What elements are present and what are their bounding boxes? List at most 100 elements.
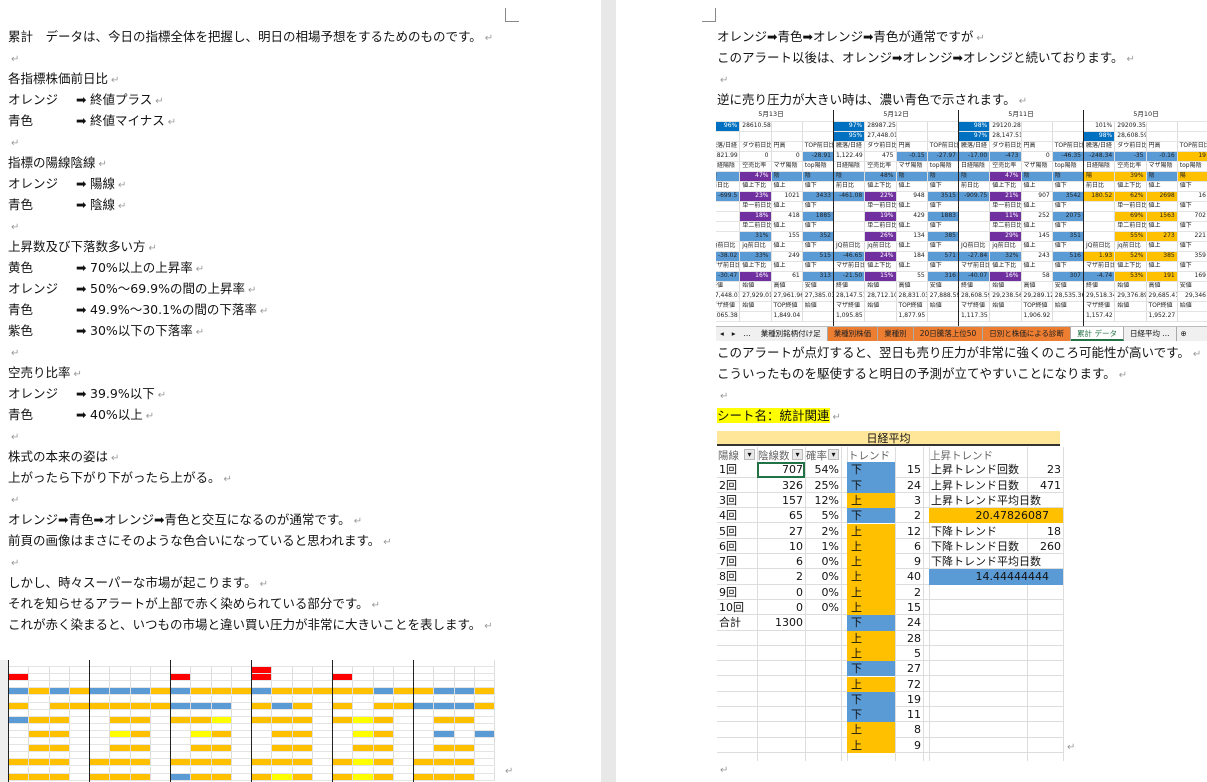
line-text: このアラートが点灯すると、翌日も売り圧力が非常に強くのころ可能性が高いです。 bbox=[717, 345, 1190, 360]
sheet-cell bbox=[231, 667, 252, 675]
sheet-cell: 日経陽陰 bbox=[716, 162, 741, 172]
sheet-cell bbox=[171, 688, 192, 696]
sheet-cell bbox=[29, 695, 50, 703]
paragraph-mark: ↵ bbox=[1192, 349, 1202, 360]
sheet-cell bbox=[373, 738, 394, 746]
table-cell: 54% bbox=[814, 463, 839, 477]
text-line: 逆に売り圧力が大きい時は、濃い青色で示されます。 ↵ bbox=[717, 89, 1135, 110]
sheet-cell: 249 bbox=[771, 252, 803, 262]
sheet-date-block: 5月12日 97% 28987.25 95% 27,448.01 騰落/日経 ダウ前日比 円高… bbox=[833, 110, 959, 326]
sheet-cell: 69% bbox=[1115, 212, 1147, 222]
trend-cell: 上 bbox=[847, 722, 895, 738]
page-corner-mark bbox=[505, 8, 519, 22]
sheet-cell: -0.16 bbox=[1146, 152, 1178, 162]
sheet-tab[interactable]: 業種別 bbox=[878, 327, 914, 341]
sheet-cell: 騰落/日経 bbox=[959, 142, 991, 152]
table-cell: 5% bbox=[821, 509, 839, 523]
sheet-cell bbox=[393, 702, 414, 710]
sheet-cell: JQ前日比 bbox=[959, 242, 991, 252]
arrow-icon: ➡ bbox=[76, 386, 87, 401]
sheet-tab[interactable]: ◂ bbox=[720, 329, 724, 338]
sheet-cell bbox=[802, 312, 834, 322]
sheet-tab[interactable]: 日経平均 ... bbox=[1124, 327, 1177, 341]
sheet-cell bbox=[29, 702, 50, 710]
line-value: 終値プラス ↵ bbox=[90, 92, 164, 107]
filter-dropdown-icon[interactable]: ▾ bbox=[744, 449, 755, 460]
sheet-cell bbox=[130, 702, 151, 710]
sheet-cell: 値上 bbox=[771, 262, 803, 272]
table-cell bbox=[1065, 508, 1101, 523]
sheet-cell bbox=[9, 695, 30, 703]
sheet-tab[interactable]: 20日騰落上位50 bbox=[913, 327, 984, 341]
sheet-cell bbox=[29, 752, 50, 760]
sheet-cell bbox=[434, 674, 455, 682]
column-header: 上昇トレンド bbox=[930, 450, 993, 462]
line-text: オレンジ➡青色➡オレンジ➡青色と交互になるのが通常です。 bbox=[8, 512, 351, 527]
sheet-cell bbox=[211, 681, 232, 689]
filter-dropdown-icon[interactable]: ▾ bbox=[792, 449, 803, 460]
sheet-cell bbox=[150, 766, 171, 774]
sheet-cell: 値上 bbox=[896, 242, 928, 252]
sheet-cell: 前日比 bbox=[716, 182, 741, 192]
sheet-cell bbox=[272, 688, 293, 696]
trend-cell: 上 bbox=[847, 630, 895, 646]
sheet-cell: jq前日比 bbox=[865, 242, 897, 252]
sheet-cell bbox=[191, 738, 212, 746]
paragraph-mark: ↵ bbox=[111, 453, 120, 464]
sheet-date-block bbox=[89, 660, 171, 782]
table-cell: 1300 bbox=[775, 616, 803, 630]
sheet-cell: 252 bbox=[1021, 212, 1053, 222]
sheet-cell bbox=[69, 723, 90, 731]
sheet-cell bbox=[393, 667, 414, 675]
sheet-tab[interactable]: ▸ bbox=[731, 329, 736, 338]
sheet-cell: 安値 bbox=[1177, 282, 1207, 292]
sheet-cell: 48% bbox=[865, 172, 897, 182]
sheet-cell: 陰 bbox=[1146, 172, 1178, 182]
table-cell: 合計 bbox=[719, 616, 741, 630]
sheet-cell bbox=[959, 212, 991, 222]
paragraph-mark: ↵ bbox=[118, 180, 127, 191]
sheet-cell bbox=[9, 738, 30, 746]
sheet-cell bbox=[312, 745, 333, 753]
sheet-tab[interactable]: ... bbox=[743, 329, 751, 338]
sheet-cell bbox=[231, 702, 252, 710]
sheet-cell bbox=[110, 674, 131, 682]
sheet-cell bbox=[272, 723, 293, 731]
sheet-cell bbox=[130, 759, 151, 767]
sheet-cell: 値上 bbox=[896, 182, 928, 192]
sheet-cell: 終値 bbox=[834, 282, 866, 292]
sheet-tab[interactable]: 業種別株価 bbox=[827, 327, 879, 341]
sheet-tab[interactable]: 日別と株価による診断 bbox=[983, 327, 1072, 341]
table-cell: 2回 bbox=[719, 478, 737, 492]
sheet-tab[interactable]: ⊕ bbox=[1180, 329, 1187, 338]
sheet-cell bbox=[373, 674, 394, 682]
sheet-cell bbox=[434, 688, 455, 696]
sheet-cell bbox=[393, 716, 414, 724]
sheet-cell bbox=[150, 738, 171, 746]
sheet-cell: 28,535.36 bbox=[1052, 292, 1084, 302]
sheet-cell: 終値 bbox=[716, 282, 741, 292]
sheet-cell bbox=[292, 738, 313, 746]
sheet-cell bbox=[150, 752, 171, 760]
sheet-cell: 1,906.92 bbox=[1021, 312, 1053, 322]
sheet-cell: マザ陽陰 bbox=[771, 162, 803, 172]
sheet-cell bbox=[150, 667, 171, 675]
column-header[interactable]: 陰線数 bbox=[758, 450, 790, 462]
sheet-cell bbox=[333, 702, 354, 710]
sheet-cell: 97% bbox=[959, 132, 991, 142]
column-header[interactable]: 確率 bbox=[806, 450, 827, 462]
sheet-cell bbox=[252, 716, 273, 724]
sheet-cell bbox=[312, 695, 333, 703]
sheet-tab[interactable]: 業種別銘柄付け足 bbox=[755, 327, 828, 341]
sheet-cell: -699.5 bbox=[716, 192, 741, 202]
sheet-tab[interactable]: 累計 データ bbox=[1071, 327, 1124, 341]
sheet-cell: 値上下比 bbox=[1115, 182, 1147, 192]
sheet-cell bbox=[110, 709, 131, 717]
sheet-cell bbox=[231, 723, 252, 731]
sheet-cell: 単二前日比 bbox=[740, 222, 772, 232]
filter-dropdown-icon[interactable]: ▾ bbox=[828, 449, 839, 460]
sheet-cell: 陰 bbox=[959, 172, 991, 182]
table-cell[interactable]: 707 bbox=[757, 462, 805, 478]
column-header[interactable]: 陽線 bbox=[718, 450, 739, 462]
sheet-cell bbox=[69, 674, 90, 682]
